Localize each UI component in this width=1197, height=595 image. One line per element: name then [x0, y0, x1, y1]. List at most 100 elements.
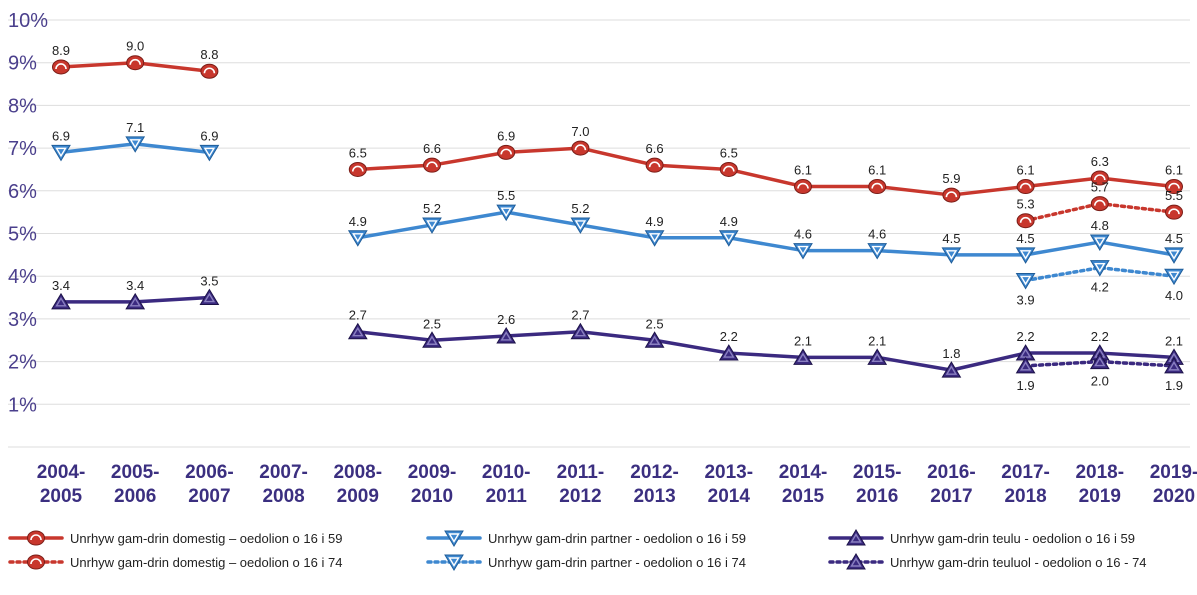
data-label: 7.1 [126, 120, 144, 135]
marker-inner [797, 352, 809, 363]
marker-arc [30, 534, 42, 541]
x-tick-label-line1: 2013- [704, 462, 753, 483]
marker-body [942, 187, 961, 203]
legend-item: Unrhyw gam-drin partner - oedolion o 16 … [426, 554, 746, 571]
data-point [718, 230, 739, 247]
x-tick-label-line2: 2010 [411, 486, 453, 507]
data-label: 4.8 [1091, 218, 1109, 233]
data-point [422, 217, 442, 234]
marker-arc [55, 63, 67, 70]
data-label: 2.2 [1017, 329, 1035, 344]
x-tick-label-line2: 2009 [337, 486, 379, 507]
data-label: 6.3 [1091, 154, 1109, 169]
data-label: 5.2 [423, 201, 441, 216]
marker-body [1090, 196, 1109, 212]
data-label: 4.0 [1165, 288, 1183, 303]
legend-label: Unrhyw gam-drin partner - oedolion o 16 … [488, 555, 746, 570]
marker-body [423, 157, 441, 173]
data-point [200, 63, 219, 79]
x-tick-label: 2006- 2007 [185, 462, 234, 507]
marker-body [1090, 170, 1109, 186]
data-point [51, 292, 71, 310]
data-label: 4.6 [868, 227, 886, 242]
data-point [793, 243, 813, 260]
data-label: 5.7 [1091, 180, 1109, 195]
marker-inner [1019, 250, 1032, 260]
x-tick-label-line2: 2013 [633, 486, 675, 507]
marker-arc [352, 165, 364, 172]
gridlines [8, 19, 1190, 448]
marker-arc [871, 182, 883, 189]
data-label: 4.2 [1091, 280, 1109, 295]
data-point [52, 59, 70, 75]
data-point [496, 204, 517, 222]
y-tick-label: 2% [8, 352, 37, 374]
data-label: 5.5 [1165, 188, 1183, 203]
x-tick-label-line1: 2012- [630, 462, 679, 483]
marker-arc [945, 191, 958, 198]
marker-inner [648, 233, 661, 243]
x-tick-label: 2013- 2014 [704, 462, 753, 507]
data-label: 6.6 [646, 141, 664, 156]
data-point [347, 322, 368, 340]
data-point [1089, 234, 1110, 252]
data-point [794, 179, 812, 195]
data-point [199, 288, 220, 306]
x-tick-label-line2: 2019 [1079, 486, 1121, 507]
data-point [719, 161, 738, 177]
marker-inner [945, 250, 958, 260]
marker-body [645, 157, 664, 173]
data-point [868, 179, 887, 195]
marker-body [571, 140, 590, 156]
data-label: 6.1 [868, 163, 886, 178]
x-tick-label-line1: 2010- [482, 462, 531, 483]
data-point [942, 187, 961, 203]
legend-swatch-marker [846, 529, 866, 546]
data-label: 4.5 [1165, 231, 1183, 246]
data-label: 6.5 [349, 145, 367, 160]
data-label: 9.0 [126, 39, 144, 54]
x-tick-label-line1: 2014- [779, 462, 828, 483]
data-label: 6.5 [720, 145, 738, 160]
marker-arc [723, 165, 735, 172]
x-tick-label-line1: 2009- [408, 462, 457, 483]
data-point [496, 327, 517, 344]
y-tick-label: 8% [8, 95, 37, 117]
marker-arc [1019, 216, 1032, 223]
marker-inner [55, 147, 67, 158]
y-tick-label: 9% [8, 53, 37, 75]
data-point [1165, 204, 1183, 220]
data-label: 8.8 [200, 47, 218, 62]
x-tick-label-line2: 2018 [1004, 486, 1046, 507]
data-point [1164, 356, 1184, 374]
x-tick-label: 2010- 2011 [482, 462, 531, 507]
x-tick-label: 2012- 2013 [630, 462, 679, 507]
data-label: 6.9 [497, 128, 515, 143]
series-line [356, 329, 1176, 372]
data-label: 8.9 [52, 43, 70, 58]
data-label: 2.6 [497, 312, 515, 327]
marker-inner [723, 348, 735, 358]
data-point [644, 230, 665, 247]
x-tick-label: 2019- 2020 [1150, 462, 1197, 507]
legend-label: Unrhyw gam-drin partner - oedolion o 16 … [488, 531, 746, 546]
legend-item: Unrhyw gam-drin partner - oedolion o 16 … [426, 530, 746, 547]
data-point [497, 144, 516, 160]
legend-item: Unrhyw gam-drin domestig – oedolion o 16… [8, 530, 342, 546]
data-label: 4.6 [794, 227, 812, 242]
marker-arc [1094, 174, 1106, 181]
marker-arc [574, 144, 587, 151]
legend-swatch-marker [846, 553, 866, 570]
series-lines [59, 60, 1176, 372]
data-point [422, 331, 442, 348]
data-label: 2.1 [794, 333, 812, 348]
data-label: 6.1 [1165, 163, 1183, 178]
marker-inner [426, 335, 438, 345]
marker-body [200, 63, 219, 79]
marker-arc [797, 182, 809, 189]
series-line [356, 210, 1176, 257]
marker-inner [203, 292, 216, 303]
legend-label: Unrhyw gam-drin domestig – oedolion o 16… [70, 531, 342, 546]
marker-inner [574, 326, 587, 337]
